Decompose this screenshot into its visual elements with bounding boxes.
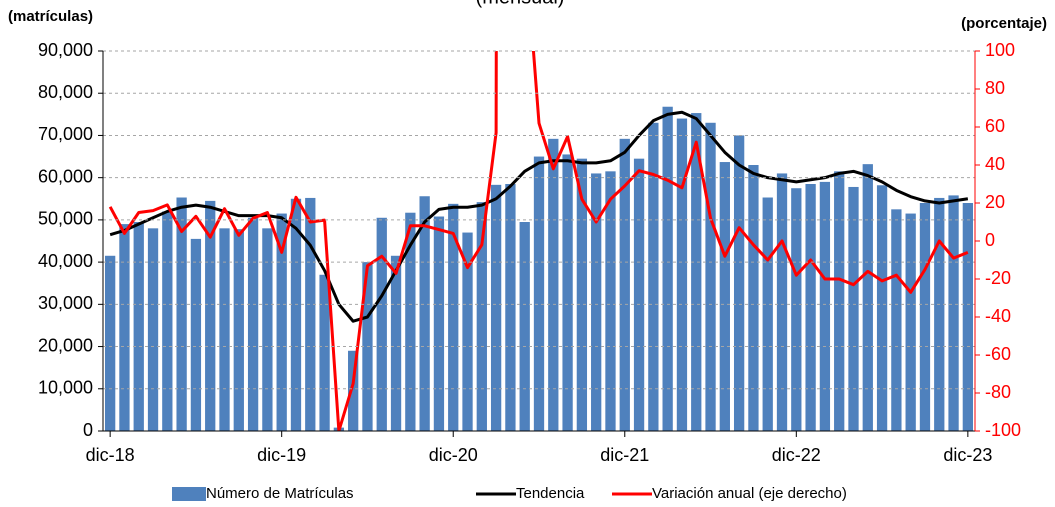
bar: [876, 185, 888, 431]
bar: [776, 173, 788, 431]
y-tick-label: 30,000: [38, 293, 93, 313]
x-tick-label: dic-23: [943, 445, 992, 465]
bar: [834, 171, 845, 431]
bar: [619, 138, 630, 431]
bar: [962, 203, 973, 431]
y2-tick-label: 60: [985, 116, 1005, 136]
bar: [133, 222, 144, 431]
bar: [276, 213, 287, 431]
bar: [733, 135, 745, 431]
bar: [562, 154, 573, 431]
y-tick-label: 20,000: [38, 335, 93, 355]
legend-label: Número de Matrículas: [206, 485, 354, 502]
y-axis-label: (matrículas): [8, 8, 93, 25]
bar: [805, 184, 816, 431]
bar: [819, 181, 831, 431]
bar: [262, 228, 273, 431]
bar: [548, 138, 559, 431]
bar: [691, 113, 702, 431]
bar: [719, 162, 730, 431]
y-tick-label: 60,000: [38, 166, 93, 186]
bar: [205, 200, 216, 431]
bar: [848, 186, 859, 431]
y-tick-label: 90,000: [38, 40, 93, 60]
bar: [290, 198, 302, 431]
y2-tick-label: -60: [985, 344, 1011, 364]
bar: [147, 228, 159, 431]
y2-tick-label: 100: [985, 40, 1015, 60]
bar: [891, 209, 902, 431]
bar: [576, 158, 588, 431]
bar: [247, 217, 259, 431]
line: [108, 51, 969, 431]
bar: [591, 173, 602, 431]
x-tick-label: dic-22: [772, 445, 821, 465]
bar: [105, 255, 116, 431]
bar: [390, 255, 402, 431]
bar: [462, 232, 473, 431]
bar: [676, 118, 688, 431]
bar: [405, 212, 416, 431]
bar: [476, 202, 487, 431]
y2-tick-label: 20: [985, 192, 1005, 212]
chart-title: (mensual): [476, 0, 565, 8]
bar: [419, 196, 430, 431]
legend-swatch: [172, 487, 206, 501]
y-tick-label: 70,000: [38, 124, 93, 144]
bar: [948, 195, 959, 431]
bar: [490, 184, 502, 431]
bar: [862, 164, 873, 431]
plot-area: [105, 51, 973, 431]
y2-tick-label: 0: [985, 230, 995, 250]
bar: [319, 274, 330, 431]
bar: [433, 216, 445, 431]
bar: [119, 224, 130, 431]
bar: [305, 197, 316, 431]
y-tick-label: 50,000: [38, 209, 93, 229]
y2-tick-label: 80: [985, 78, 1005, 98]
bar: [905, 213, 916, 431]
bar: [219, 228, 230, 431]
y-tick-label: 0: [83, 420, 93, 440]
bar: [791, 188, 802, 431]
x-tick-label: dic-20: [429, 445, 478, 465]
bar: [190, 238, 202, 431]
bar: [533, 156, 545, 431]
bar: [605, 171, 616, 431]
bar: [505, 184, 516, 431]
bar: [705, 122, 716, 431]
x-tick-label: dic-21: [600, 445, 649, 465]
bar: [348, 350, 359, 431]
bar: [519, 222, 530, 431]
y2-tick-label: 40: [985, 154, 1005, 174]
x-tick-label: dic-19: [257, 445, 306, 465]
x-tick-label: dic-18: [86, 445, 135, 465]
y2-axis-label: (porcentaje): [961, 15, 1047, 32]
bar: [648, 122, 659, 431]
legend-label: Variación anual (eje derecho): [652, 485, 847, 502]
bar: [162, 211, 173, 431]
y-tick-label: 40,000: [38, 251, 93, 271]
y2-tick-label: -100: [985, 420, 1021, 440]
bar: [934, 197, 945, 431]
legend-label: Tendencia: [516, 485, 585, 502]
bar: [762, 197, 773, 431]
bar: [919, 203, 931, 431]
y2-tick-label: -80: [985, 382, 1011, 402]
bar: [233, 229, 244, 431]
y-tick-label: 80,000: [38, 82, 93, 102]
bar: [448, 203, 459, 431]
bar: [176, 197, 187, 431]
y2-tick-label: -20: [985, 268, 1011, 288]
bar: [633, 158, 645, 431]
bar: [748, 165, 759, 431]
y2-tick-label: -40: [985, 306, 1011, 326]
y-tick-label: 10,000: [38, 378, 93, 398]
bar: [662, 106, 673, 431]
bar: [376, 217, 387, 431]
